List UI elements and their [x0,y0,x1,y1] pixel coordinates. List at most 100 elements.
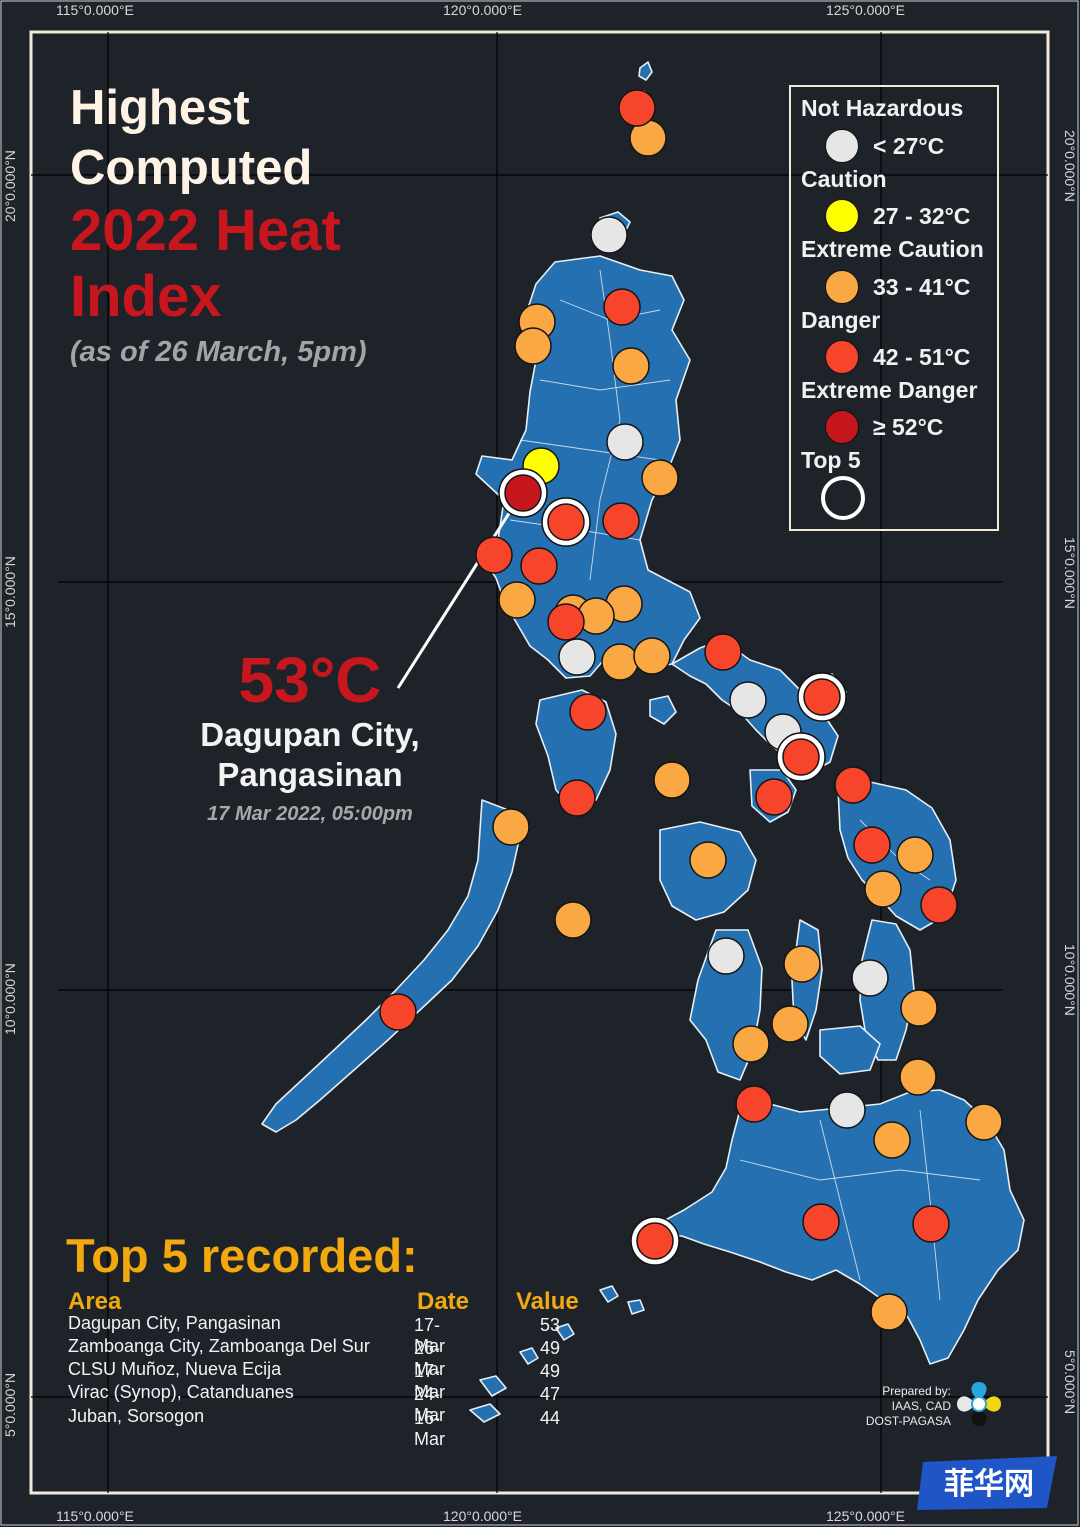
station-marker [834,766,872,804]
axis-label-right: 10°0.000°N [1062,944,1078,1016]
top5-table: Top 5 recorded: Area Date Value Dagupan … [66,1228,579,1449]
pagasa-logo-icon [957,1382,1001,1426]
legend-range: 27 - 32°C [873,203,971,229]
station-marker [755,778,793,816]
legend: Not Hazardous < 27°C Caution 27 - 32°C E… [789,85,999,531]
legend-category: Extreme Danger [801,377,978,403]
top5-row-value: 47 [540,1384,561,1404]
top5-row-date: 16-Mar [414,1408,445,1449]
watermark-logo: 菲华网 [917,1456,1057,1510]
legend-range: 33 - 41°C [873,274,971,300]
legend-swatch-extreme-danger [825,410,859,444]
title-subtitle: (as of 26 March, 5pm) [70,336,367,368]
watermark-text: 菲华网 [944,1467,1034,1502]
callout-value: 53°C [238,644,382,716]
station-marker [603,288,641,326]
top5-markers [498,468,847,1266]
station-marker [612,347,650,385]
axis-label-bottom: 125°0.000°E [826,1508,905,1524]
top5-row-area: Juban, Sorsogon [68,1406,205,1426]
legend-range: 42 - 51°C [873,344,971,370]
station-marker [965,1103,1003,1141]
legend-top5-ring [821,476,865,520]
station-marker [492,808,530,846]
station-marker [569,693,607,731]
station-marker [618,89,656,127]
axis-label-top: 125°0.000°E [826,2,905,18]
station-marker [920,886,958,924]
station-marker [870,1293,908,1331]
station-marker [475,536,513,574]
callout-leader [396,495,522,689]
callout-datetime: 17 Mar 2022, 05:00pm [207,803,413,825]
station-marker [873,1121,911,1159]
legend-swatch-danger [825,340,859,374]
top5-row-value: 44 [540,1408,561,1428]
top5-col-area: Area [68,1288,122,1315]
station-marker [802,1203,840,1241]
top5-row-value: 49 [540,1338,561,1358]
title-line: Computed [70,141,313,195]
callout-place: Dagupan City, [200,716,420,753]
top5-row-area: CLSU Muñoz, Nueva Ecija [68,1359,282,1379]
top5-heading: Top 5 recorded: [66,1229,418,1282]
top5-row-date: 24-Mar [414,1384,445,1425]
axis-label-right: 15°0.000°N [1062,537,1078,609]
station-marker [606,423,644,461]
station-marker [864,870,902,908]
top5-col-value: Value [516,1288,579,1315]
legend-category: Danger [801,307,881,333]
axis-label-right: 5°0.000°N [1062,1350,1078,1415]
station-marker [379,993,417,1031]
station-marker [498,581,536,619]
top5-row-area: Virac (Synop), Catanduanes [68,1382,294,1402]
legend-category: Extreme Caution [801,236,984,262]
credit-block: Prepared by: IAAS, CAD DOST-PAGASA [855,1384,951,1429]
title-line: Highest [70,81,250,135]
top5-row-date: 17-Mar [414,1315,445,1356]
station-marker [641,459,679,497]
station-marker [828,1091,866,1129]
legend-swatch-extreme-caution [825,270,859,304]
credit-line: IAAS, CAD [891,1399,951,1413]
legend-top5-label: Top 5 [801,447,861,473]
station-marker [896,836,934,874]
axis-label-left: 10°0.000°N [2,963,18,1035]
legend-category: Not Hazardous [801,95,964,121]
station-markers [379,89,1003,1331]
title-line-highlight: Index [70,264,222,329]
legend-category: Caution [801,166,887,192]
station-marker [602,502,640,540]
station-marker [732,1025,770,1063]
map-title: Highest Computed 2022 Heat Index (as of … [70,78,367,369]
station-marker [554,901,592,939]
station-marker [601,643,639,681]
top5-row-area: Zamboanga City, Zamboanga Del Sur [68,1336,370,1356]
title-line-highlight: 2022 Heat [70,198,341,263]
axis-label-right: 20°0.000°N [1062,130,1078,202]
station-marker [707,937,745,975]
station-marker [900,989,938,1027]
axis-label-left: 20°0.000°N [2,150,18,222]
station-marker [735,1085,773,1123]
highest-callout: 53°C Dagupan City, Pangasinan 17 Mar 202… [150,645,470,826]
credit-line: DOST-PAGASA [865,1414,951,1428]
station-marker [633,637,671,675]
credit-line: Prepared by: [882,1384,951,1398]
station-marker [853,826,891,864]
station-marker [558,638,596,676]
top5-row-date: 26-Mar [414,1338,445,1379]
legend-swatch-caution [825,199,859,233]
station-marker [771,1005,809,1043]
top5-row-date: 17-Mar [414,1361,445,1402]
station-marker [704,633,742,671]
axis-label-top: 120°0.000°E [443,2,522,18]
axis-label-bottom: 115°0.000°E [56,1508,134,1524]
axis-label-left: 5°0.000°N [2,1372,18,1437]
station-marker [558,779,596,817]
axis-label-left: 15°0.000°N [2,556,18,628]
station-marker [520,547,558,585]
station-marker [851,959,889,997]
station-marker [783,945,821,983]
